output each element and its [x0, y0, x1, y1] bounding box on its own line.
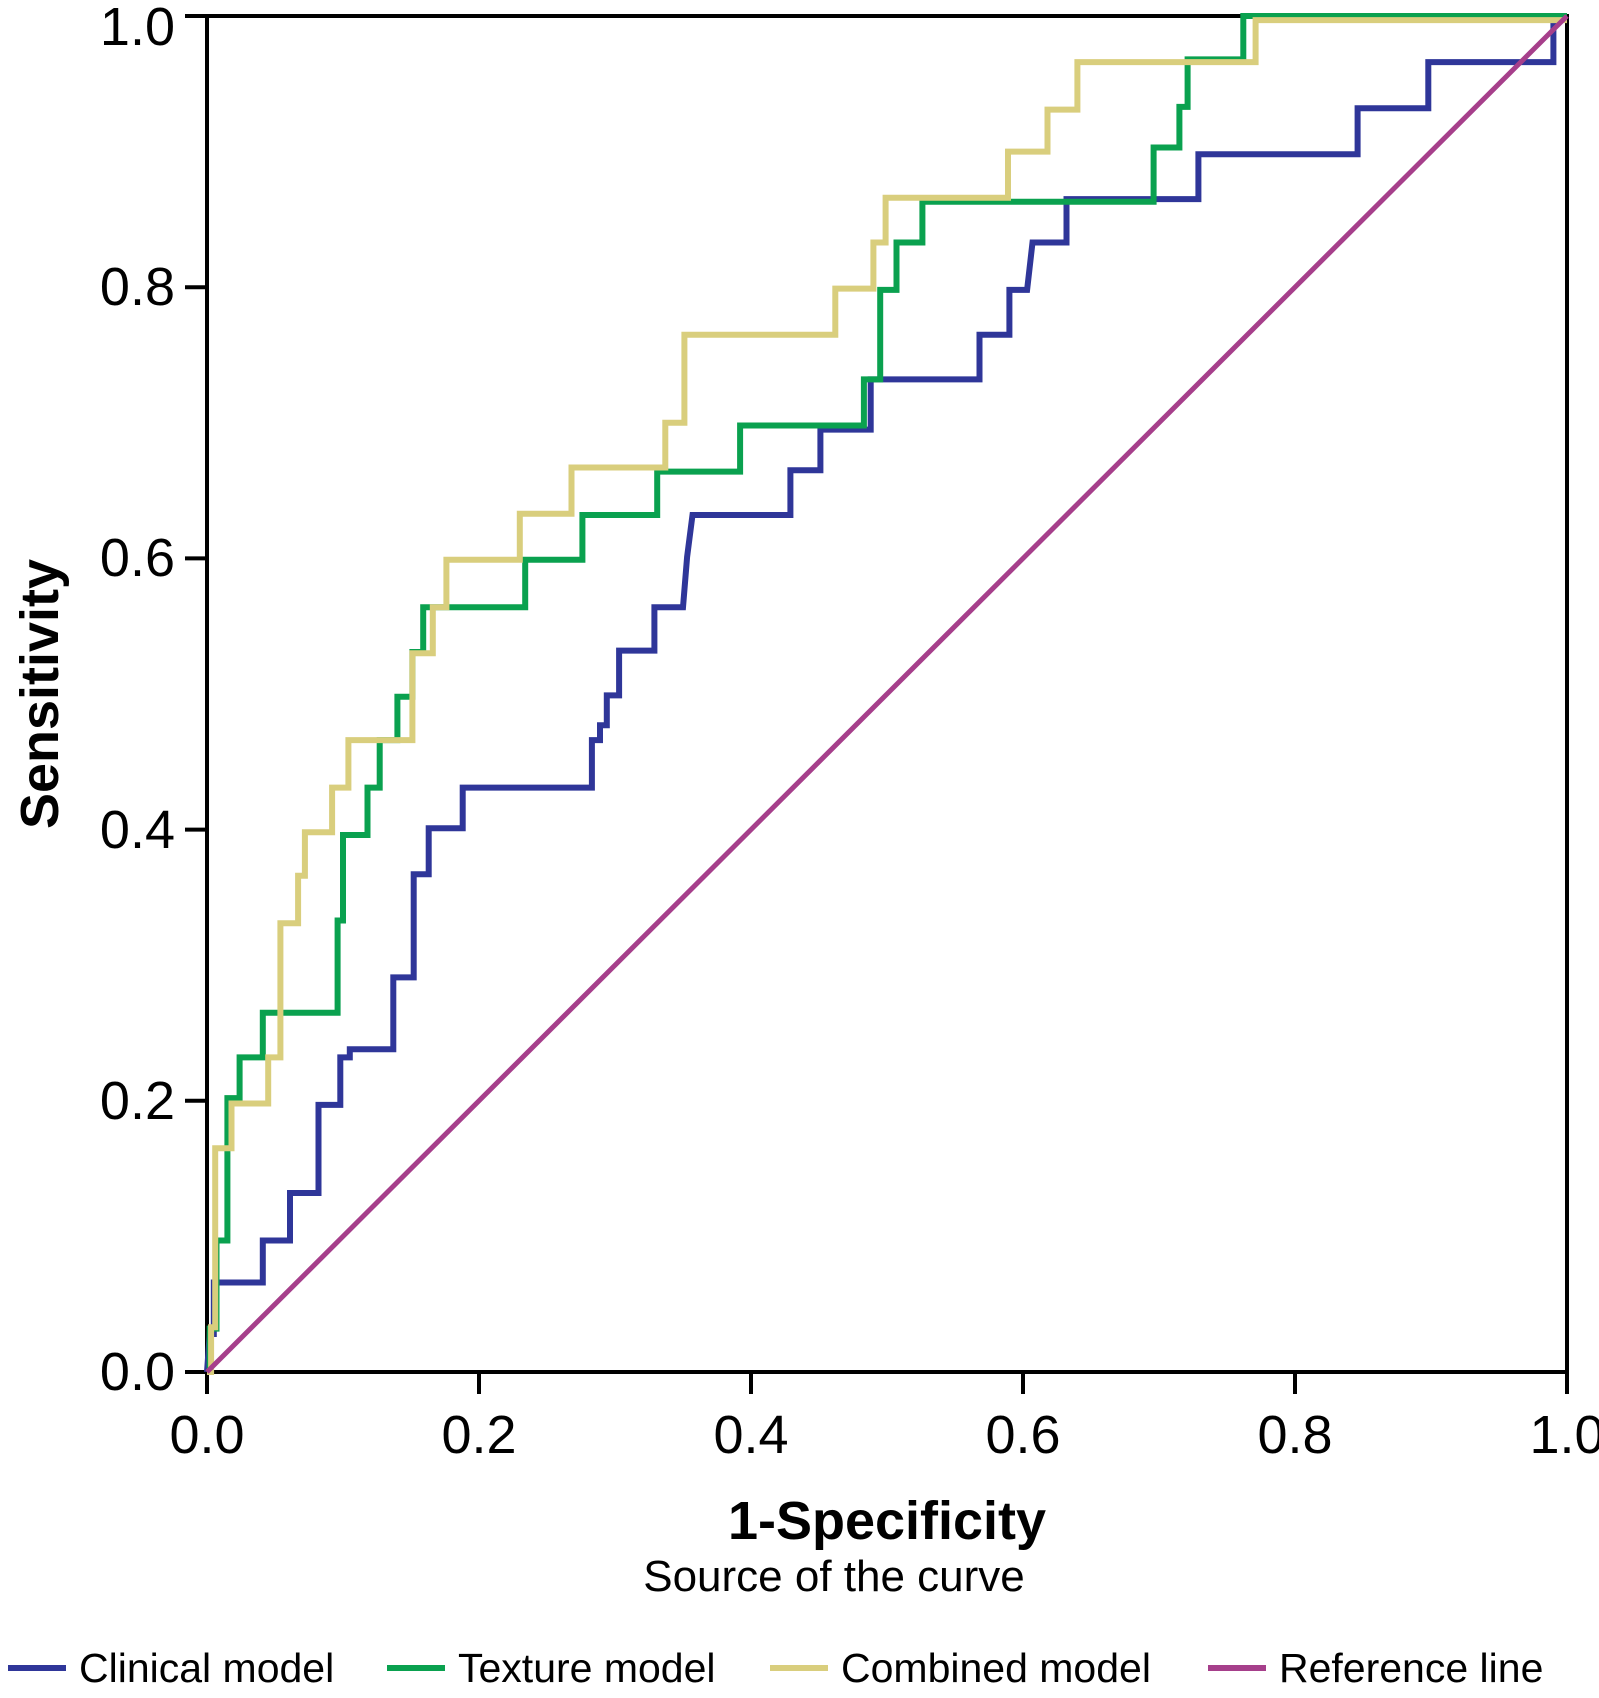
- x-tick-label: 0.0: [169, 1405, 245, 1465]
- x-tick-label: 0.6: [985, 1405, 1061, 1465]
- y-tick-label: 0.0: [99, 1342, 175, 1402]
- curve-reference-line: [205, 14, 1569, 1374]
- curve-combined-model: [207, 17, 1567, 1375]
- legend-label-clinical-model: Clinical model: [79, 1644, 335, 1691]
- y-tick-label: 1.0: [99, 0, 175, 57]
- curve-clinical-model: [204, 13, 1567, 1373]
- legend-swatch-clinical-model: [8, 1665, 66, 1671]
- legend-item-texture-model: Texture model: [387, 1638, 716, 1698]
- x-tick-label: 1.0: [1529, 1405, 1599, 1465]
- y-tick-label: 0.6: [99, 528, 175, 589]
- legend-swatch-reference-line: [1208, 1665, 1266, 1671]
- legend-swatch-texture-model: [387, 1665, 445, 1671]
- legend-swatch-combined-model: [770, 1665, 828, 1671]
- plot-frame: [205, 14, 1569, 1374]
- legend-label-combined-model: Combined model: [841, 1644, 1151, 1691]
- x-tick-label: 0.2: [441, 1405, 517, 1465]
- legend-item-reference-line: Reference line: [1208, 1638, 1543, 1698]
- legend-item-combined-model: Combined model: [770, 1638, 1151, 1698]
- y-tick-label: 0.2: [99, 1070, 175, 1131]
- x-axis-title: 1-Specificity: [727, 1491, 1047, 1551]
- legend-label-reference-line: Reference line: [1279, 1644, 1544, 1691]
- y-tick-label: 0.8: [99, 257, 175, 318]
- legend-label-texture-model: Texture model: [458, 1644, 716, 1691]
- legend-item-clinical-model: Clinical model: [8, 1638, 334, 1698]
- legend-title: Source of the curve: [643, 1552, 1025, 1601]
- x-tick-label: 0.4: [713, 1405, 789, 1465]
- legend: Clinical model Texture model Combined mode…: [0, 1638, 1599, 1698]
- y-axis-title: Sensitivity: [10, 558, 70, 830]
- y-tick-label: 0.4: [99, 799, 175, 860]
- x-tick-label: 0.8: [1257, 1405, 1333, 1465]
- curve-texture-model: [206, 13, 1567, 1375]
